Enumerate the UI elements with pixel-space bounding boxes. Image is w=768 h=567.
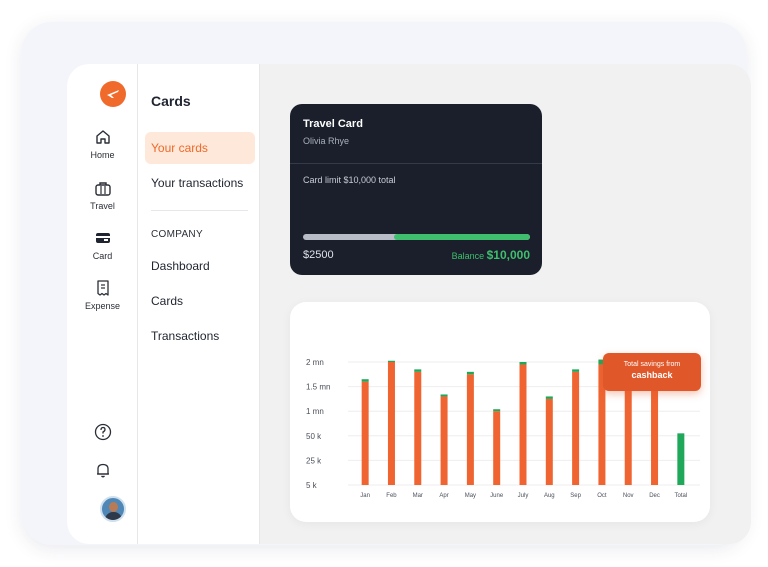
y-tick-label: 5 k bbox=[306, 481, 318, 490]
card-holder: Olivia Rhye bbox=[303, 136, 350, 146]
x-tick-label: Apr bbox=[439, 493, 448, 499]
plane-logo-icon[interactable] bbox=[100, 81, 126, 107]
bar-dec bbox=[651, 389, 659, 485]
notifications-button[interactable] bbox=[67, 460, 138, 485]
bar-feb bbox=[387, 362, 395, 485]
spent-amount: $2500 bbox=[303, 249, 334, 261]
rail-label-expense: Expense bbox=[84, 301, 121, 311]
bar-aug bbox=[545, 398, 553, 485]
balance-display: Balance $10,000 bbox=[452, 248, 530, 262]
subnav-divider bbox=[151, 210, 248, 211]
avatar-face bbox=[109, 502, 118, 512]
bar-july bbox=[519, 364, 527, 485]
bar-cap-oct bbox=[598, 359, 606, 365]
receipt-icon bbox=[96, 280, 109, 296]
card-divider bbox=[290, 163, 542, 164]
bar-cap-jan bbox=[361, 379, 369, 382]
subnav-item-dashboard[interactable]: Dashboard bbox=[151, 259, 210, 273]
y-tick-label: 50 k bbox=[306, 432, 322, 441]
bar-june bbox=[493, 411, 501, 485]
bar-cap-total bbox=[677, 433, 685, 485]
bar-cap-sep bbox=[572, 369, 580, 372]
bar-oct bbox=[598, 364, 606, 485]
bar-nov bbox=[624, 376, 632, 485]
bar-cap-may bbox=[466, 371, 474, 375]
help-icon bbox=[94, 423, 111, 441]
icon-rail: Home Travel Card bbox=[67, 64, 138, 544]
bell-icon bbox=[96, 463, 109, 478]
x-tick-label: June bbox=[490, 493, 504, 499]
cards-subnav: Cards Your cards Your transactions COMPA… bbox=[138, 64, 260, 544]
bar-sep bbox=[572, 371, 580, 485]
bar-apr bbox=[440, 396, 448, 485]
rail-item-card[interactable]: Card bbox=[67, 228, 138, 261]
bar-cap-aug bbox=[545, 396, 553, 399]
bar-cap-feb bbox=[387, 360, 395, 362]
card-limit: Card limit $10,000 total bbox=[303, 175, 396, 185]
briefcase-icon bbox=[94, 182, 111, 196]
bar-cap-mar bbox=[414, 369, 422, 372]
x-tick-label: Feb bbox=[386, 493, 397, 499]
y-tick-label: 1.5 mn bbox=[306, 383, 330, 392]
balance-value: $10,000 bbox=[486, 248, 530, 262]
avatar[interactable] bbox=[100, 496, 126, 522]
x-tick-label: Sep bbox=[570, 493, 581, 499]
bar-chart: 5 k 25 k 50 k 1 mn 1.5 mn 2 mn Jan Feb Mar Apr May… bbox=[306, 358, 700, 499]
rail-item-travel[interactable]: Travel bbox=[67, 178, 138, 211]
x-tick-label: July bbox=[518, 493, 529, 499]
avatar-body bbox=[105, 512, 122, 520]
home-icon bbox=[95, 130, 110, 144]
y-tick-label: 2 mn bbox=[306, 358, 324, 367]
balance-label: Balance bbox=[451, 251, 485, 261]
bar-cap-july bbox=[519, 362, 527, 365]
rail-item-expense[interactable]: Expense bbox=[67, 278, 138, 311]
bar-jan bbox=[361, 381, 369, 485]
help-button[interactable] bbox=[67, 422, 138, 447]
x-tick-label: Mar bbox=[413, 493, 423, 499]
bar-cap-apr bbox=[440, 394, 448, 397]
tooltip-line-1: Total savings from bbox=[623, 361, 681, 368]
subnav-item-transactions[interactable]: Transactions bbox=[151, 329, 220, 343]
subnav-item-your-transactions[interactable]: Your transactions bbox=[151, 176, 244, 190]
bar-cap-june bbox=[493, 409, 501, 412]
x-tick-label: Nov bbox=[623, 493, 634, 499]
balance-progress-bar bbox=[303, 234, 530, 240]
rail-label-home: Home bbox=[90, 150, 115, 160]
x-tick-label: Oct bbox=[597, 493, 607, 499]
y-tick-label: 1 mn bbox=[306, 407, 324, 416]
tooltip-line-2: cashback bbox=[631, 370, 673, 380]
x-tick-label: Dec bbox=[649, 493, 660, 499]
app-window: Home Travel Card bbox=[67, 64, 751, 544]
x-tick-label: Aug bbox=[544, 493, 555, 499]
subnav-item-cards[interactable]: Cards bbox=[151, 294, 184, 308]
cashback-savings-tooltip: Total savings from cashback bbox=[603, 353, 701, 391]
x-tick-label: Jan bbox=[360, 493, 370, 499]
section-label-company: COMPANY bbox=[151, 229, 203, 240]
rail-label-travel: Travel bbox=[90, 201, 115, 211]
cashback-chart-card: 5 k 25 k 50 k 1 mn 1.5 mn 2 mn Jan Feb Mar Apr May… bbox=[290, 302, 710, 522]
x-tick-label: Total bbox=[675, 493, 688, 499]
y-tick-label: 25 k bbox=[306, 456, 322, 465]
bar-mar bbox=[414, 371, 422, 485]
rail-label-card: Card bbox=[92, 251, 113, 261]
card-title: Travel Card bbox=[303, 118, 363, 130]
bar-may bbox=[466, 374, 474, 485]
rail-item-home[interactable]: Home bbox=[67, 127, 138, 160]
subnav-item-your-cards[interactable]: Your cards bbox=[145, 132, 255, 164]
x-tick-label: May bbox=[465, 493, 476, 499]
card-icon bbox=[95, 233, 110, 243]
balance-progress-fill bbox=[393, 234, 530, 240]
travel-card[interactable]: Travel Card Olivia Rhye Card limit $10,0… bbox=[290, 104, 542, 275]
app-frame: Home Travel Card bbox=[22, 22, 751, 545]
subnav-title: Cards bbox=[151, 93, 191, 109]
